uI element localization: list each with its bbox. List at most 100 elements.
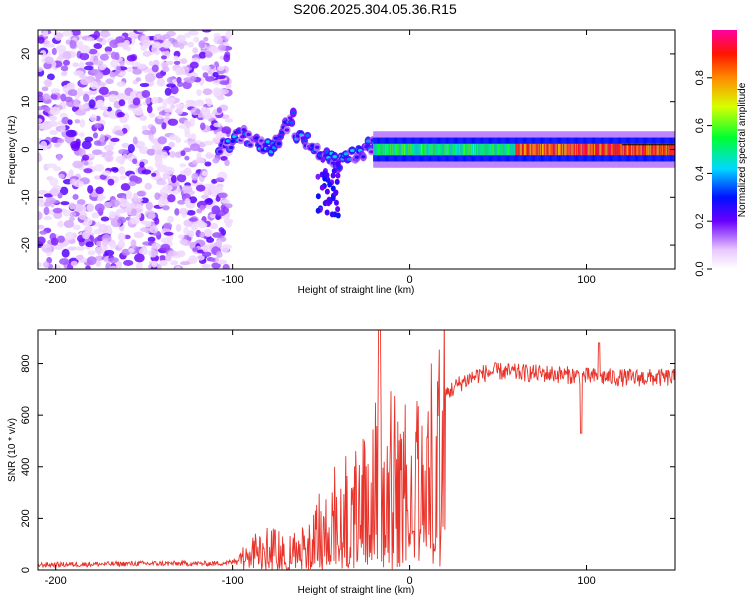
plume-blob	[333, 189, 339, 196]
noise-blob	[65, 231, 75, 241]
noise-blob	[204, 97, 212, 104]
noise-blob	[41, 243, 52, 248]
noise-blob	[168, 141, 175, 148]
noise-blob	[38, 66, 44, 72]
spectrogram-ylabel: Frequency (Hz)	[7, 116, 18, 185]
noise-blob	[90, 80, 98, 90]
noise-blob	[94, 164, 104, 172]
noise-blob	[157, 136, 168, 145]
signal-blob	[265, 140, 271, 144]
noise-blob	[57, 192, 63, 199]
noise-blob	[83, 93, 90, 103]
noise-blob	[95, 186, 104, 195]
noise-blob	[189, 61, 199, 69]
noise-blob	[198, 51, 207, 59]
noise-blob	[57, 138, 65, 144]
noise-blob	[201, 170, 208, 177]
noise-blob	[42, 93, 51, 101]
noise-blob	[184, 32, 192, 38]
plume-blob	[330, 185, 336, 192]
noise-blob	[72, 193, 79, 200]
noise-blob	[221, 114, 230, 120]
noise-blob	[84, 136, 94, 143]
noise-blob	[170, 85, 179, 95]
noise-blob	[75, 246, 85, 251]
noise-blob	[203, 36, 209, 42]
noise-blob	[83, 217, 93, 226]
noise-blob	[162, 39, 172, 49]
noise-blob	[154, 149, 163, 156]
signal-blob	[350, 148, 355, 153]
noise-blob	[116, 81, 126, 87]
noise-blob	[154, 192, 161, 200]
signal-blob	[302, 139, 307, 143]
noise-blob	[53, 264, 61, 269]
noise-blob	[43, 193, 54, 198]
noise-blob	[72, 160, 84, 169]
noise-blob	[82, 154, 90, 161]
signal-blob	[236, 129, 242, 133]
noise-blob	[67, 119, 73, 126]
noise-blob	[175, 265, 181, 269]
noise-blob	[162, 205, 170, 211]
noise-blob	[105, 150, 114, 156]
colorbar-gradient	[712, 30, 737, 269]
colorbar-tick-label: 0.8	[694, 70, 706, 85]
noise-blob	[44, 201, 51, 207]
snr-xtick-label: -100	[222, 575, 244, 587]
noise-blob	[82, 231, 90, 240]
noise-blob	[85, 61, 94, 66]
signal-blob	[315, 145, 320, 149]
noise-blob	[169, 151, 176, 158]
noise-blob	[110, 137, 120, 142]
noise-blob	[69, 40, 77, 49]
noise-blob	[93, 175, 102, 180]
noise-blob	[221, 199, 231, 204]
noise-blob	[215, 209, 227, 217]
noise-blob	[190, 133, 197, 140]
noise-blob	[135, 77, 142, 82]
signal-blob	[369, 150, 374, 154]
noise-blob	[73, 70, 84, 77]
noise-blob	[132, 136, 138, 145]
noise-blob	[72, 62, 80, 68]
noise-blob	[101, 151, 107, 158]
noise-blob	[70, 140, 81, 149]
noise-blob	[85, 241, 94, 248]
noise-blob	[157, 114, 164, 120]
noise-blob	[50, 187, 59, 197]
noise-blob	[53, 211, 63, 220]
noise-blob	[77, 40, 84, 50]
noise-blob	[167, 250, 178, 257]
noise-blob	[62, 30, 73, 37]
spectrogram-xlabel: Height of straight line (km)	[298, 285, 415, 296]
noise-blob	[105, 262, 111, 269]
spectrogram-ytick-label: 20	[20, 48, 32, 60]
noise-blob	[57, 220, 64, 228]
noise-blob	[195, 184, 206, 192]
signal-blob	[324, 150, 329, 154]
noise-blob	[124, 234, 131, 240]
plume-blob	[324, 172, 330, 179]
noise-blob	[202, 244, 209, 253]
noise-blob	[185, 120, 192, 128]
noise-blob	[43, 206, 50, 216]
snr-ytick-label: 800	[20, 354, 32, 372]
plume-blob	[324, 209, 330, 216]
signal-blob	[248, 143, 253, 147]
noise-blob	[139, 161, 145, 168]
noise-blob	[83, 168, 93, 174]
noise-blob	[191, 172, 199, 181]
noise-blob	[139, 227, 150, 233]
noise-blob	[44, 43, 55, 48]
noise-blob	[118, 166, 126, 175]
noise-blob	[93, 140, 102, 146]
noise-blob	[225, 220, 233, 228]
noise-blob	[137, 63, 147, 69]
noise-blob	[164, 87, 172, 96]
noise-blob	[116, 92, 127, 102]
noise-blob	[149, 112, 156, 118]
noise-blob	[189, 143, 201, 152]
signal-blob	[232, 135, 237, 139]
